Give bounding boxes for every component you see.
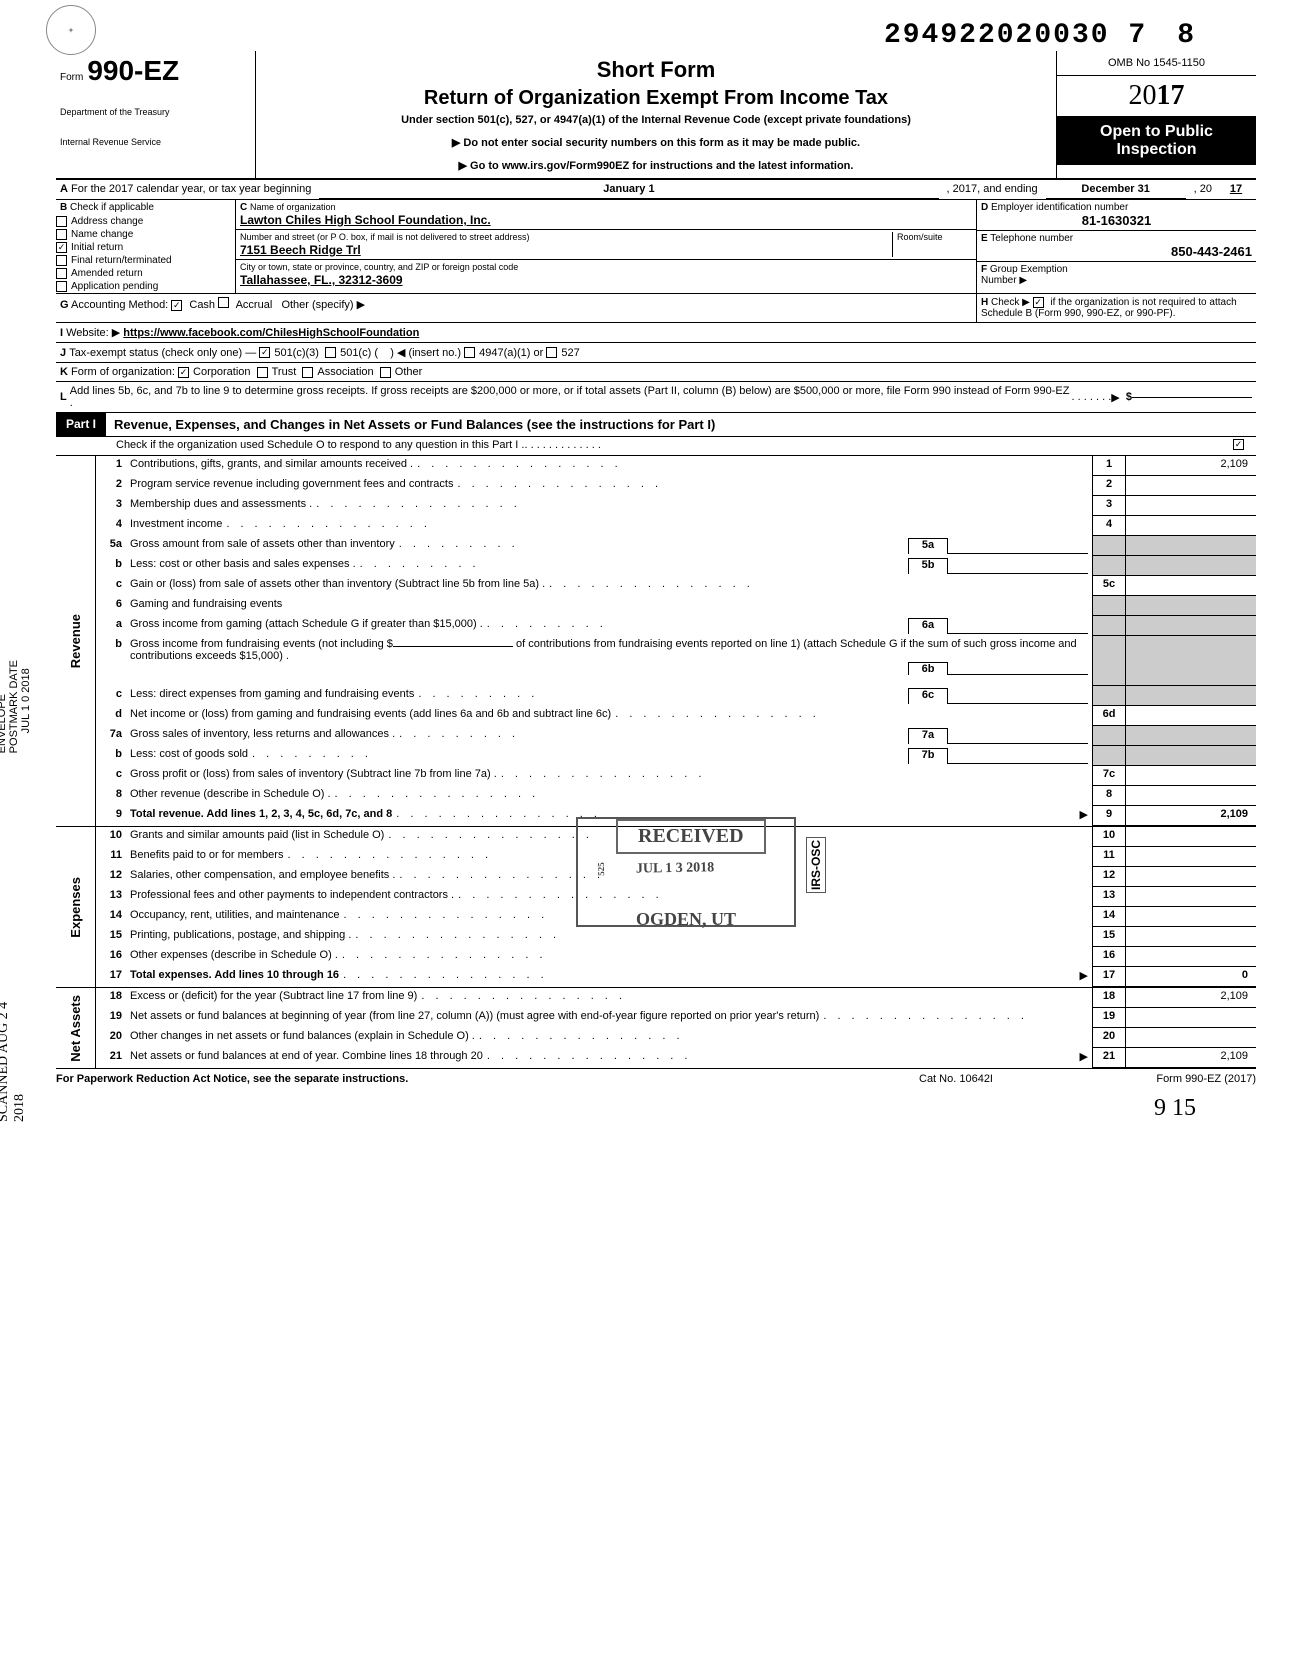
irs-osc-stamp: IRS-OSC xyxy=(806,837,826,893)
form-subtitle: Under section 501(c), 527, or 4947(a)(1)… xyxy=(286,114,1026,126)
accrual-checkbox[interactable] xyxy=(218,297,229,308)
4947-checkbox[interactable] xyxy=(464,347,475,358)
revenue-sidebar: Revenue xyxy=(56,456,96,826)
line-6: 6Gaming and fundraising events xyxy=(96,596,1256,616)
row-h-schedule-b: H Check ▶ ✓ if the organization is not r… xyxy=(976,294,1256,322)
form-number: 990-EZ xyxy=(87,55,179,87)
line-a: aGross income from gaming (attach Schedu… xyxy=(96,616,1256,636)
row-i-website: I Website: ▶ https://www.facebook.com/Ch… xyxy=(56,323,1256,343)
other-org-checkbox[interactable] xyxy=(380,367,391,378)
check-final-return-terminated: Final return/terminated xyxy=(56,254,235,267)
row-l-gross-receipts: L Add lines 5b, 6c, and 7b to line 9 to … xyxy=(56,382,1256,413)
line-c: cGross profit or (loss) from sales of in… xyxy=(96,766,1256,786)
corporation-checkbox[interactable]: ✓ xyxy=(178,367,189,378)
handwritten-annotation: 9 15 xyxy=(56,1095,1256,1122)
org-city: Tallahassee, FL., 32312-3609 xyxy=(240,273,403,287)
line-3: 3Membership dues and assessments .. . . … xyxy=(96,496,1256,516)
website-url: https://www.facebook.com/ChilesHighSchoo… xyxy=(123,327,419,339)
check-amended-return: Amended return xyxy=(56,267,235,280)
form-title: Return of Organization Exempt From Incom… xyxy=(286,87,1026,110)
irs-seal-icon: ✦ xyxy=(46,5,96,55)
checkbox[interactable]: ✓ xyxy=(56,242,67,253)
margin-stamp-envelope: ENVELOPE POSTMARK DATE JUL 1 0 2018 xyxy=(0,660,32,753)
check-address-change: Address change xyxy=(56,215,235,228)
instruction-website: ▶ Go to www.irs.gov/Form990EZ for instru… xyxy=(286,159,1026,172)
check-name-change: Name change xyxy=(56,228,235,241)
row-a-tax-year: A For the 2017 calendar year, or tax yea… xyxy=(56,180,1256,200)
line-d: dNet income or (loss) from gaming and fu… xyxy=(96,706,1256,726)
checkbox[interactable] xyxy=(56,255,67,266)
checkbox[interactable] xyxy=(56,216,67,227)
telephone: 850-443-2461 xyxy=(981,244,1252,259)
section-def: D Employer identification number 81-1630… xyxy=(976,200,1256,293)
section-b-checks: B Check if applicable Address changeName… xyxy=(56,200,236,293)
margin-stamp-scanned: SCANNED AUG 2 4 2018 xyxy=(0,980,28,1122)
schedule-o-checkbox[interactable]: ✓ xyxy=(1233,439,1244,450)
line-21: 21Net assets or fund balances at end of … xyxy=(96,1048,1256,1068)
schedule-b-checkbox[interactable]: ✓ xyxy=(1033,297,1044,308)
line-16: 16Other expenses (describe in Schedule O… xyxy=(96,947,1256,967)
line-b: bLess: cost or other basis and sales exp… xyxy=(96,556,1256,576)
tax-year: 2017 xyxy=(1057,76,1256,117)
dept-treasury: Department of the Treasury xyxy=(60,107,251,117)
org-street: 7151 Beech Ridge Trl xyxy=(240,243,361,257)
short-form-title: Short Form xyxy=(286,57,1026,83)
line-1: 1Contributions, gifts, grants, and simil… xyxy=(96,456,1256,476)
check-application-pending: Application pending xyxy=(56,280,235,293)
line-18: 18Excess or (deficit) for the year (Subt… xyxy=(96,988,1256,1008)
line-8: 8Other revenue (describe in Schedule O) … xyxy=(96,786,1256,806)
section-c-org-info: C Name of organization Lawton Chiles Hig… xyxy=(236,200,976,293)
org-name: Lawton Chiles High School Foundation, In… xyxy=(240,213,491,227)
checkbox[interactable] xyxy=(56,281,67,292)
form-prefix: Form xyxy=(60,72,83,83)
row-j-tax-exempt: J Tax-exempt status (check only one) — ✓… xyxy=(56,343,1256,363)
line-7a: 7aGross sales of inventory, less returns… xyxy=(96,726,1256,746)
ogden-stamp: OGDEN, UT xyxy=(616,905,756,934)
part-1-header: Part I Revenue, Expenses, and Changes in… xyxy=(56,413,1256,437)
received-stamp: RECEIVED xyxy=(616,819,766,854)
omb-number: OMB No 1545-1150 xyxy=(1057,51,1256,76)
expenses-sidebar: Expenses xyxy=(56,827,96,987)
line-c: cLess: direct expenses from gaming and f… xyxy=(96,686,1256,706)
net-assets-sidebar: Net Assets xyxy=(56,988,96,1068)
527-checkbox[interactable] xyxy=(546,347,557,358)
line-5a: 5aGross amount from sale of assets other… xyxy=(96,536,1256,556)
line-c: cGain or (loss) from sale of assets othe… xyxy=(96,576,1256,596)
line-b: bLess: cost of goods sold. . . . . . . .… xyxy=(96,746,1256,766)
line-6b: b Gross income from fundraising events (… xyxy=(96,636,1256,686)
association-checkbox[interactable] xyxy=(302,367,313,378)
open-to-public-badge: Open to Public Inspection xyxy=(1057,117,1256,165)
trust-checkbox[interactable] xyxy=(257,367,268,378)
page-footer: For Paperwork Reduction Act Notice, see … xyxy=(56,1069,1256,1085)
line-20: 20Other changes in net assets or fund ba… xyxy=(96,1028,1256,1048)
form-header: Form 990-EZ Department of the Treasury I… xyxy=(56,51,1256,180)
row-g-accounting: G Accounting Method: ✓ Cash Accrual Othe… xyxy=(56,294,976,322)
check-initial-return: ✓Initial return xyxy=(56,241,235,254)
line-2: 2Program service revenue including gover… xyxy=(96,476,1256,496)
checkbox[interactable] xyxy=(56,268,67,279)
checkbox[interactable] xyxy=(56,229,67,240)
dept-irs: Internal Revenue Service xyxy=(60,137,251,147)
line-19: 19Net assets or fund balances at beginni… xyxy=(96,1008,1256,1028)
501c3-checkbox[interactable]: ✓ xyxy=(259,347,270,358)
line-4: 4Investment income. . . . . . . . . . . … xyxy=(96,516,1256,536)
instruction-ssn: ▶ Do not enter social security numbers o… xyxy=(286,136,1026,149)
row-k-form-org: K Form of organization: ✓ Corporation Tr… xyxy=(56,363,1256,382)
501c-checkbox[interactable] xyxy=(325,347,336,358)
cash-checkbox[interactable]: ✓ xyxy=(171,300,182,311)
line-17: 17Total expenses. Add lines 10 through 1… xyxy=(96,967,1256,987)
received-date-stamp: 525 JUL 1 3 2018 xyxy=(616,856,735,882)
document-locator-number: 294922020030 78 xyxy=(56,20,1256,51)
part-1-checkline: Check if the organization used Schedule … xyxy=(56,437,1256,456)
ein: 81-1630321 xyxy=(981,213,1252,228)
